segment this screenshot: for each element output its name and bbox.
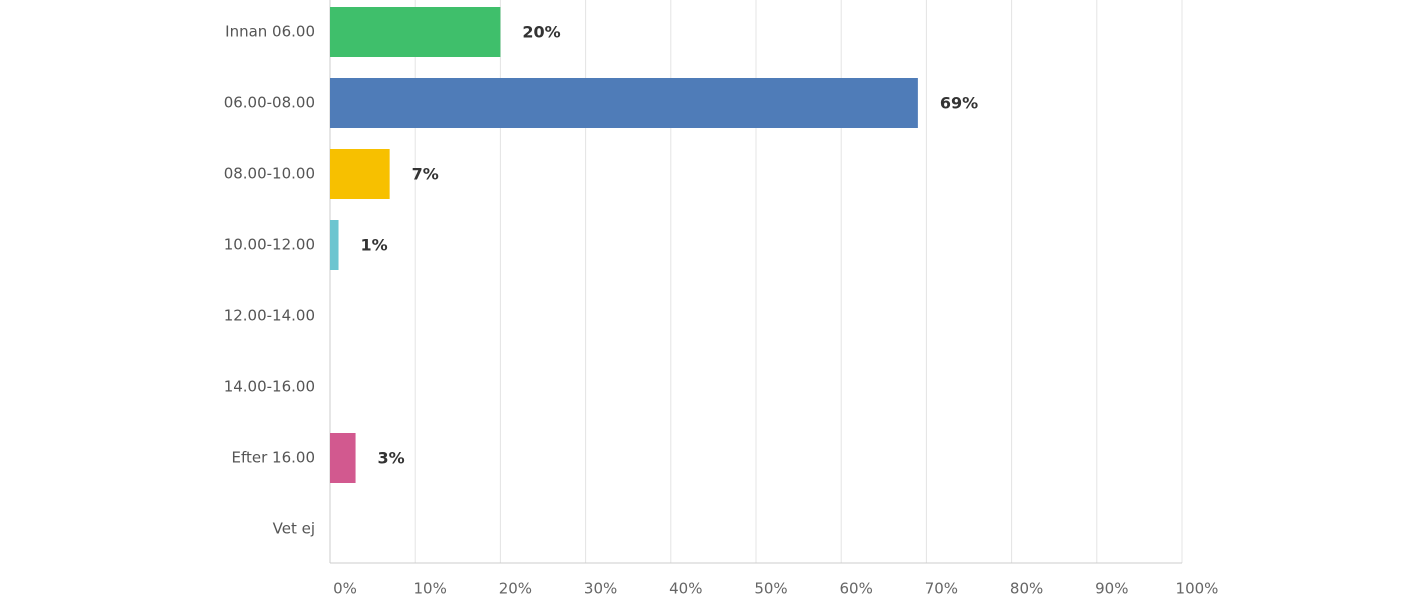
x-tick-label: 20%	[499, 580, 532, 598]
bar	[330, 78, 918, 128]
y-tick-label: 14.00-16.00	[224, 378, 315, 396]
x-tick-label: 40%	[669, 580, 702, 598]
x-tick-label: 80%	[1010, 580, 1043, 598]
y-tick-label: Efter 16.00	[232, 449, 315, 467]
y-tick-label: Innan 06.00	[225, 23, 315, 41]
x-tick-label: 50%	[754, 580, 787, 598]
bar	[330, 220, 339, 270]
x-tick-label: 100%	[1176, 580, 1219, 598]
x-tick-label: 30%	[584, 580, 617, 598]
x-tick-label: 0%	[333, 580, 357, 598]
value-label: 1%	[361, 236, 388, 255]
value-label: 3%	[378, 449, 405, 468]
bar	[330, 7, 501, 57]
x-tick-label: 10%	[414, 580, 447, 598]
value-label: 69%	[940, 94, 978, 113]
x-tick-label: 90%	[1095, 580, 1128, 598]
y-tick-label: Vet ej	[273, 520, 315, 538]
y-tick-label: 06.00-08.00	[224, 94, 315, 112]
y-tick-label: 12.00-14.00	[224, 307, 315, 325]
x-tick-label: 70%	[925, 580, 958, 598]
value-label: 20%	[522, 23, 560, 42]
bar	[330, 433, 356, 483]
x-tick-label: 60%	[840, 580, 873, 598]
y-tick-label: 08.00-10.00	[224, 165, 315, 183]
y-tick-label: 10.00-12.00	[224, 236, 315, 254]
value-label: 7%	[412, 165, 439, 184]
bar	[330, 149, 390, 199]
